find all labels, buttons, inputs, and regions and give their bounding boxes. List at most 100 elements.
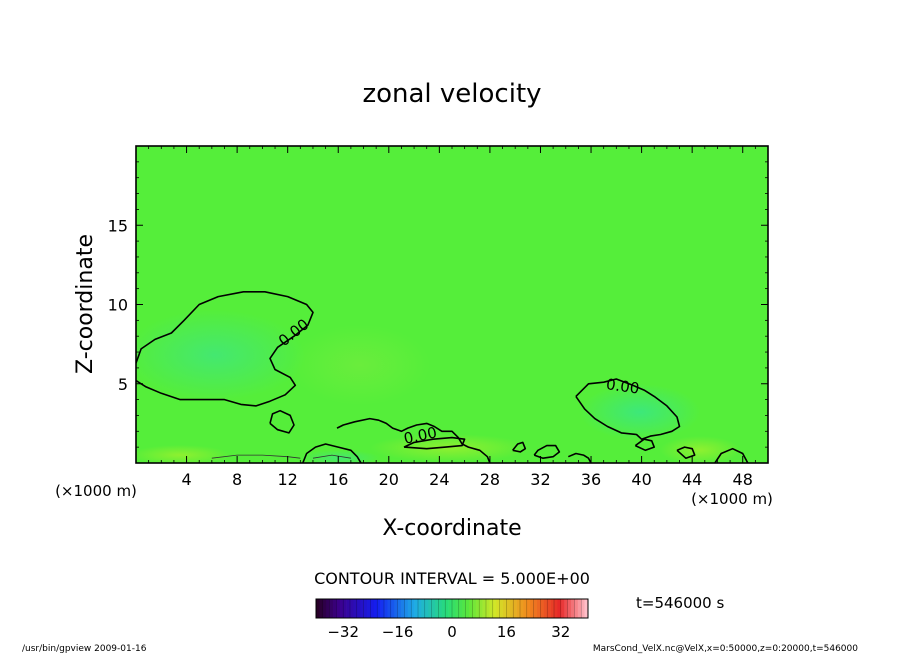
colorbar-cell <box>523 599 528 618</box>
colorbar-cell <box>445 599 449 618</box>
colorbar-tick-label: 0 <box>447 623 457 641</box>
x-tick-label: 44 <box>682 470 702 489</box>
colorbar-cell <box>581 599 585 618</box>
colorbar-cell <box>353 599 358 618</box>
plot-area: 0.000.000.00 4 8 12 16 20 24 28 32 36 40 44 48 5101… <box>108 145 769 489</box>
zero-contour <box>302 443 362 463</box>
x-tick-label: 40 <box>631 470 651 489</box>
zero-contour <box>634 438 655 452</box>
colorbar-cell <box>537 599 541 618</box>
zero-contour <box>512 441 527 453</box>
x-unit-label: (×1000 m) <box>55 482 137 500</box>
colorbar-cell <box>452 599 456 618</box>
colorbar-cell <box>350 599 354 618</box>
colorbar-cell <box>520 599 524 618</box>
x-axis-ticks: 4 8 12 16 20 24 28 32 36 40 44 48 <box>148 146 756 489</box>
colorbar-cell <box>577 599 582 618</box>
colorbar-cell <box>367 599 371 618</box>
colorbar-ticks: −32 −16 0 16 32 <box>327 623 570 641</box>
colorbar-cell <box>322 599 327 618</box>
colorbar-cell <box>465 599 470 618</box>
y-tick-label: 10 <box>108 296 128 315</box>
colorbar-cell <box>397 599 402 618</box>
contour-interval-text: CONTOUR INTERVAL = 5.000E+00 <box>314 569 590 588</box>
colorbar-cell <box>384 599 388 618</box>
x-tick-label: 20 <box>379 470 399 489</box>
zero-contour <box>676 446 696 459</box>
colorbar-cell <box>496 599 500 618</box>
y-axis-label: Z-coordinate <box>73 234 98 374</box>
colorbar-cell <box>336 599 341 618</box>
colorbar-cell <box>472 599 477 618</box>
chart-title: zonal velocity <box>362 79 541 109</box>
colorbar-cell <box>516 599 521 618</box>
colorbar-cell <box>356 599 361 618</box>
colorbar-cell <box>584 599 589 618</box>
colorbar-cell <box>458 599 463 618</box>
colorbar-cell <box>360 599 364 618</box>
shading-field: 0.000.000.00 <box>136 291 749 463</box>
colorbar-cell <box>373 599 378 618</box>
contour-lines <box>136 291 749 463</box>
colorbar-cell <box>435 599 439 618</box>
colorbar-cell <box>339 599 344 618</box>
colorbar: −32 −16 0 16 32 <box>315 598 589 641</box>
zero-contour <box>714 447 749 463</box>
colorbar-cell <box>469 599 473 618</box>
colorbar-cell <box>462 599 466 618</box>
colorbar-cell <box>363 599 368 618</box>
footer-right: MarsCond_VelX.nc@VelX,x=0:50000,z=0:2000… <box>593 644 858 654</box>
zero-contour <box>136 291 314 407</box>
thin-contour <box>211 454 301 459</box>
zero-contour <box>567 452 592 463</box>
zero-contour <box>403 436 466 450</box>
colorbar-cell <box>503 599 507 618</box>
colorbar-cell <box>509 599 514 618</box>
colorbar-cell <box>411 599 415 618</box>
colorbar-cell <box>499 599 504 618</box>
shade-blob <box>290 325 430 405</box>
colorbar-frame <box>315 598 589 619</box>
colorbar-cell <box>428 599 432 618</box>
colorbar-cell <box>475 599 480 618</box>
colorbar-cell <box>346 599 351 618</box>
colorbar-cell <box>557 599 562 618</box>
colorbar-cell <box>418 599 422 618</box>
y-axis-ticks: 5 10 15 <box>108 161 768 448</box>
colorbar-cell <box>550 599 555 618</box>
colorbar-cell <box>547 599 551 618</box>
colorbar-cell <box>329 599 334 618</box>
shade-blob <box>136 445 230 463</box>
zero-contour <box>336 417 491 463</box>
colorbar-cell <box>448 599 453 618</box>
colorbar-cell <box>424 599 429 618</box>
colorbar-cell <box>343 599 347 618</box>
colorbar-cell <box>438 599 443 618</box>
colorbar-cell <box>316 599 320 618</box>
time-text: t=546000 s <box>636 594 724 612</box>
colorbar-cell <box>407 599 412 618</box>
colorbar-cell <box>526 599 531 618</box>
colorbar-cell <box>370 599 375 618</box>
colorbar-cell <box>492 599 497 618</box>
colorbar-cell <box>574 599 579 618</box>
x-tick-label: 8 <box>232 470 242 489</box>
colorbar-tick-label: −32 <box>327 623 359 641</box>
colorbar-cell <box>404 599 409 618</box>
x-tick-label: 48 <box>733 470 753 489</box>
x-tick-label: 16 <box>328 470 348 489</box>
colorbar-cell <box>506 599 511 618</box>
shade-blob <box>580 384 700 440</box>
colorbar-cell <box>567 599 572 618</box>
colorbar-cells <box>315 599 589 618</box>
zero-contour <box>269 409 295 434</box>
colorbar-cell <box>387 599 392 618</box>
colorbar-cell <box>333 599 337 618</box>
colorbar-cell <box>489 599 494 618</box>
colorbar-cell <box>486 599 490 618</box>
colorbar-cell <box>560 599 565 618</box>
colorbar-tick-label: 16 <box>497 623 516 641</box>
y-tick-label: 5 <box>118 375 128 394</box>
thin-contour <box>312 454 351 459</box>
